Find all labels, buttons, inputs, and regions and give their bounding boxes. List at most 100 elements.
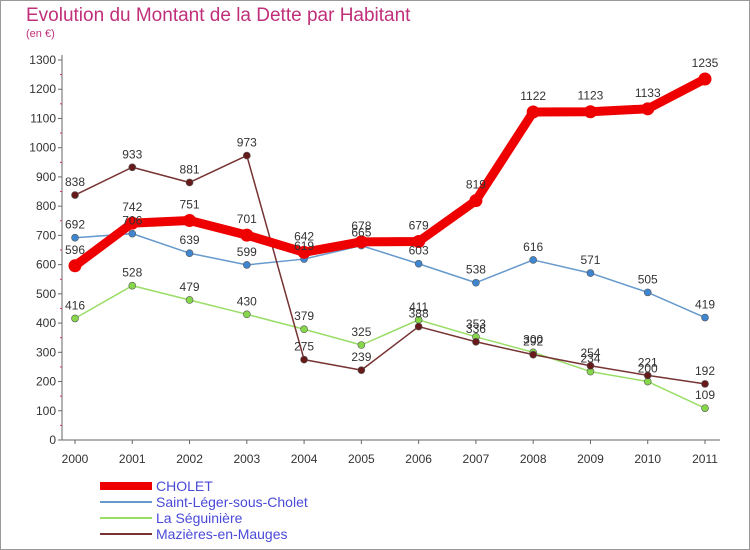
data-point bbox=[526, 105, 540, 119]
legend-item-2: La Séguinière bbox=[100, 510, 242, 526]
legend-label: La Séguinière bbox=[156, 510, 243, 526]
data-label: 300 bbox=[523, 332, 543, 346]
y-tick-label: 400 bbox=[36, 316, 56, 330]
data-point bbox=[469, 194, 483, 208]
y-tick-label: 900 bbox=[36, 170, 56, 184]
y-tick-label: 1100 bbox=[30, 111, 56, 125]
data-point bbox=[472, 278, 480, 287]
data-point bbox=[414, 322, 423, 331]
data-label: 1122 bbox=[520, 89, 546, 103]
x-tick-label: 2010 bbox=[634, 452, 661, 466]
series-line-0 bbox=[70, 74, 710, 271]
data-label: 751 bbox=[180, 197, 200, 211]
series-line-2 bbox=[74, 284, 706, 409]
data-label: 881 bbox=[180, 162, 200, 176]
data-labels: 692 706 639 599 619 665 603 538 616 571 505 419 416 5… bbox=[65, 56, 719, 402]
x-tick-label: 2002 bbox=[176, 452, 203, 466]
data-label: 192 bbox=[695, 364, 715, 378]
data-label: 275 bbox=[294, 340, 314, 354]
legend-item-1: Saint-Léger-sous-Cholet bbox=[100, 494, 308, 510]
chart-subtitle: (en €) bbox=[26, 28, 55, 40]
data-point bbox=[529, 256, 537, 264]
data-label: 819 bbox=[466, 178, 486, 192]
chart-title: Evolution du Montant de la Dette par Hab… bbox=[26, 5, 411, 26]
data-label: 200 bbox=[638, 362, 658, 376]
y-tick-label: 0 bbox=[49, 433, 56, 447]
data-point bbox=[68, 259, 82, 273]
data-point bbox=[185, 249, 194, 258]
data-point bbox=[643, 371, 652, 380]
data-point bbox=[300, 325, 308, 334]
y-tick-label: 800 bbox=[36, 199, 56, 213]
y-tick-label: 100 bbox=[36, 404, 56, 418]
data-point bbox=[586, 269, 595, 277]
data-label: 234 bbox=[580, 352, 600, 366]
data-point bbox=[71, 314, 79, 323]
data-label: 416 bbox=[65, 298, 85, 312]
data-point bbox=[243, 151, 251, 160]
x-tick-label: 2000 bbox=[62, 452, 89, 466]
data-point bbox=[701, 313, 709, 322]
data-point bbox=[643, 288, 652, 297]
data-point bbox=[701, 404, 709, 412]
data-label: 538 bbox=[466, 263, 486, 277]
data-point bbox=[185, 178, 194, 187]
x-tick-label: 2004 bbox=[291, 452, 318, 466]
y-tick-label: 700 bbox=[36, 228, 56, 242]
data-point bbox=[128, 281, 137, 290]
data-label: 599 bbox=[237, 245, 257, 259]
y-tick-label: 200 bbox=[36, 375, 56, 389]
series-lines bbox=[70, 74, 710, 409]
data-point bbox=[125, 216, 139, 230]
data-label: 325 bbox=[351, 325, 371, 339]
legend-item-0: CHOLET bbox=[100, 478, 213, 494]
y-tick-label: 1300 bbox=[29, 53, 56, 67]
series-line-3 bbox=[74, 154, 706, 385]
data-point bbox=[354, 235, 368, 249]
data-label: 109 bbox=[695, 388, 715, 402]
legend-label: Saint-Léger-sous-Cholet bbox=[156, 494, 308, 510]
data-label: 411 bbox=[409, 300, 428, 314]
data-point bbox=[243, 261, 251, 269]
legend-item-3: Mazières-en-Mauges bbox=[100, 526, 288, 542]
data-point bbox=[71, 191, 79, 199]
data-label: 254 bbox=[580, 346, 600, 360]
legend-swatch bbox=[100, 482, 152, 490]
data-label: 353 bbox=[466, 317, 486, 331]
series-points bbox=[68, 72, 712, 412]
data-label: 1133 bbox=[635, 86, 661, 100]
x-tick-label: 2003 bbox=[233, 452, 260, 466]
data-point bbox=[412, 235, 426, 249]
data-point bbox=[357, 341, 366, 349]
y-tick-label: 1200 bbox=[29, 82, 56, 96]
x-tick-label: 2007 bbox=[463, 452, 490, 466]
data-point bbox=[297, 245, 311, 259]
legend-label: CHOLET bbox=[156, 478, 213, 494]
x-tick-label: 2011 bbox=[692, 452, 718, 466]
data-label: 528 bbox=[122, 266, 142, 280]
data-label: 616 bbox=[523, 240, 543, 254]
data-label: 692 bbox=[65, 218, 85, 232]
data-label: 221 bbox=[638, 355, 658, 369]
legend-swatch bbox=[100, 501, 152, 503]
y-tick-label: 600 bbox=[36, 258, 56, 272]
data-point bbox=[641, 102, 655, 116]
data-label: 419 bbox=[695, 298, 715, 312]
data-point bbox=[243, 310, 251, 319]
data-point bbox=[240, 228, 254, 242]
data-label: 603 bbox=[409, 244, 429, 258]
data-label: 665 bbox=[351, 226, 371, 240]
series-line-1 bbox=[74, 232, 706, 319]
data-label: 239 bbox=[351, 350, 371, 364]
data-point bbox=[71, 233, 79, 242]
x-tick-label: 2009 bbox=[577, 452, 604, 466]
data-label: 679 bbox=[409, 219, 429, 233]
y-tick-label: 1000 bbox=[29, 141, 56, 155]
data-point bbox=[357, 366, 366, 374]
data-point bbox=[300, 355, 308, 364]
x-tick-label: 2005 bbox=[348, 452, 375, 466]
data-point bbox=[529, 350, 537, 359]
data-label: 1123 bbox=[578, 89, 604, 103]
